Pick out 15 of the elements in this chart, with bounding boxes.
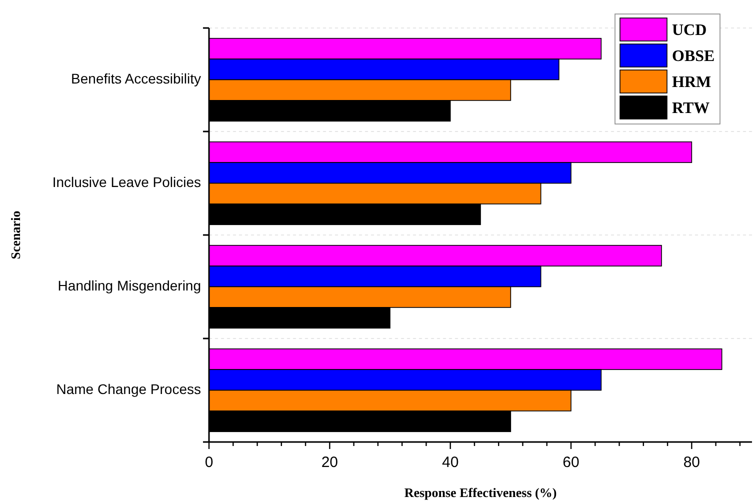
y-tick-label: Handling Misgendering [58, 277, 201, 294]
x-tick-label: 0 [204, 454, 214, 471]
legend-label: UCD [672, 22, 707, 39]
x-tick-label: 80 [683, 454, 700, 471]
x-axis-title: Response Effectiveness (%) [404, 485, 557, 500]
x-tick-label: 20 [321, 454, 338, 471]
legend-label: RTW [672, 100, 710, 117]
y-tick-label: Inclusive Leave Policies [52, 174, 201, 190]
legend-label: OBSE [672, 48, 715, 65]
legend-label: HRM [672, 74, 712, 91]
y-tick-label: Benefits Accessibility [71, 70, 201, 86]
x-tick-label: 60 [562, 454, 580, 471]
x-tick-label: 40 [442, 454, 459, 471]
y-axis-title: Scenario [8, 210, 23, 260]
y-tick-label: Name Change Process [56, 380, 201, 397]
